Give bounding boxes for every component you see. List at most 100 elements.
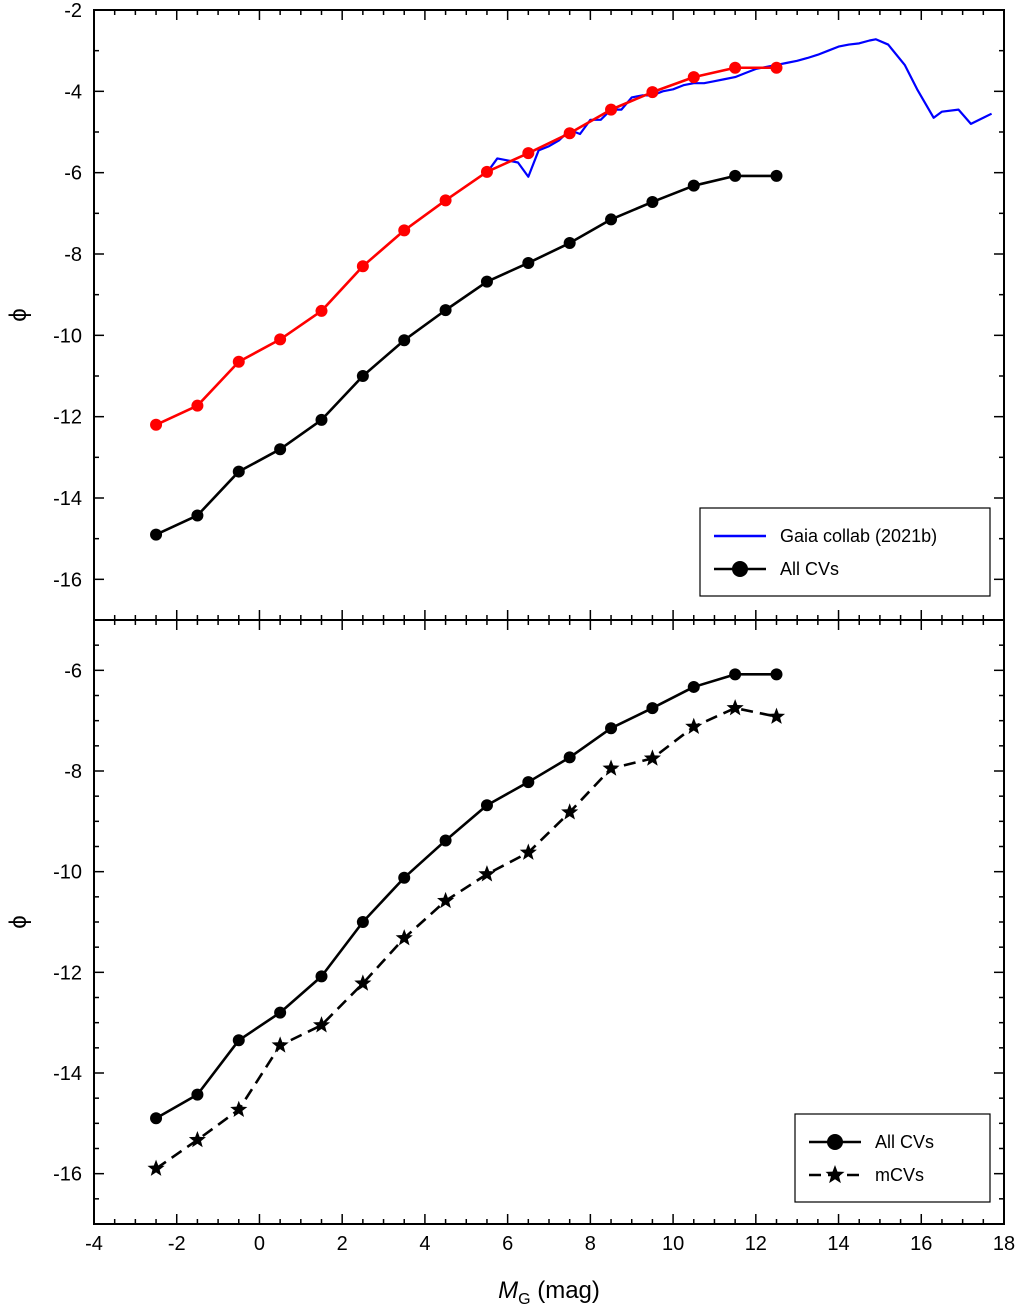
data-point: [726, 699, 744, 716]
legend-label: Gaia collab (2021b): [780, 526, 937, 546]
data-point: [191, 509, 204, 522]
legend-label: All CVs: [875, 1132, 934, 1152]
series-line: [155, 66, 777, 426]
x-tick-label: 4: [419, 1233, 430, 1255]
data-point: [356, 916, 369, 928]
series-line: [155, 673, 777, 1120]
x-axis-label-main: M: [498, 1277, 518, 1304]
data-point: [398, 334, 411, 347]
data-point: [437, 891, 455, 909]
panel-top: -2 -4 -6 -8 -10 -12 -14 -16 ϕ Gaia collab (2021b)…: [5, 0, 1005, 621]
data-point: [439, 304, 452, 317]
y-tick-label: -6: [64, 163, 82, 185]
data-point: [478, 865, 496, 882]
x-axis-label-unit: (mag): [531, 1277, 600, 1304]
data-point: [770, 61, 783, 74]
x-tick-label: -2: [168, 1233, 186, 1255]
data-point: [563, 237, 576, 250]
data-point: [605, 103, 618, 116]
x-axis-label: MG (mag): [498, 1277, 600, 1306]
x-tick-label: 0: [254, 1233, 265, 1255]
panel-bottom: -6 -8 -10 -12 -14 -16 -4 -2 0 2 4 6 8 10 12 14 16 18 ϕ All …: [5, 619, 1015, 1255]
data-point: [230, 1100, 248, 1118]
data-point: [150, 418, 163, 431]
data-point: [561, 803, 579, 820]
legend: Gaia collab (2021b) All CVs: [699, 507, 991, 597]
data-point: [315, 304, 328, 317]
x-tick-label: -4: [85, 1233, 103, 1255]
x-tick-label: 12: [745, 1233, 767, 1255]
series-all-cvs-scaled: [150, 61, 783, 431]
data-point: [354, 974, 372, 991]
data-point: [643, 749, 661, 766]
data-point: [315, 970, 328, 983]
x-tick-label: 10: [662, 1233, 684, 1255]
data-point: [232, 465, 245, 478]
legend-marker: [827, 1134, 843, 1150]
data-point: [271, 1036, 289, 1053]
series-mcvs: [147, 699, 786, 1176]
y-tick-label: -16: [53, 1164, 82, 1186]
data-point: [398, 224, 411, 237]
data-point: [395, 929, 413, 946]
data-point: [191, 1088, 204, 1101]
data-point: [522, 147, 535, 160]
data-point: [274, 443, 287, 456]
data-point: [729, 169, 742, 182]
data-point: [602, 759, 620, 776]
data-point: [439, 834, 452, 847]
y-tick-label: -14: [53, 488, 82, 510]
data-point: [522, 776, 535, 789]
data-point: [147, 1159, 165, 1176]
y-tick-label: -8: [64, 761, 82, 783]
data-point: [685, 717, 703, 734]
x-tick-label: 18: [993, 1233, 1015, 1255]
data-point: [191, 399, 204, 412]
x-axis-label-sub: G: [518, 1291, 530, 1306]
series-line: [155, 174, 777, 536]
data-point: [315, 413, 328, 426]
y-tick-label: -12: [53, 407, 82, 429]
legend-label: All CVs: [780, 559, 839, 579]
legend-box: [699, 507, 991, 597]
y-tick-label: -14: [53, 1063, 82, 1085]
data-point: [605, 213, 618, 226]
data-point: [188, 1130, 206, 1148]
y-tick-label: -6: [64, 660, 82, 682]
data-point: [563, 751, 576, 764]
data-point: [356, 370, 369, 382]
data-point: [439, 194, 452, 207]
data-point: [563, 127, 576, 140]
data-point: [646, 702, 659, 715]
legend-marker: [732, 561, 748, 577]
data-point: [770, 668, 783, 681]
data-point: [646, 195, 659, 208]
legend-box: [794, 1113, 991, 1203]
data-point: [312, 1016, 331, 1033]
series-line: [155, 706, 777, 1170]
legend-label: mCVs: [875, 1165, 924, 1185]
data-point: [646, 86, 659, 99]
data-point: [687, 179, 700, 192]
legend: All CVs mCVs: [794, 1113, 991, 1203]
y-axis-label: ϕ: [5, 308, 32, 321]
data-point: [767, 707, 786, 724]
y-tick-label: -12: [53, 962, 82, 984]
data-point: [274, 1006, 287, 1019]
y-tick-label: -2: [64, 0, 82, 22]
data-point: [232, 1034, 245, 1047]
y-tick-label: -16: [53, 569, 82, 591]
data-point: [232, 355, 245, 368]
data-point: [605, 722, 618, 735]
data-point: [729, 668, 742, 681]
data-point: [480, 275, 493, 288]
data-point: [687, 71, 700, 84]
y-tick-label: -4: [64, 81, 82, 103]
data-point: [687, 680, 700, 693]
data-point: [480, 799, 493, 812]
y-tick-label: -10: [53, 325, 82, 347]
data-point: [274, 333, 287, 346]
data-point: [150, 1112, 163, 1125]
